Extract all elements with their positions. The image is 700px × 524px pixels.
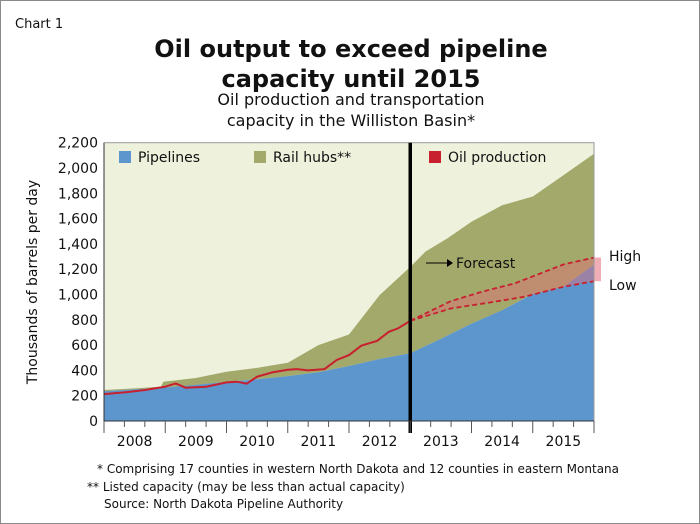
x-tick-label: 2010: [239, 434, 275, 450]
forecast-high-line: [409, 256, 595, 322]
chart-title-line1: Oil output to exceed pipeline: [154, 35, 547, 63]
low-label: Low: [609, 278, 637, 294]
legend-swatch: [254, 151, 266, 163]
rail-hubs-area: [104, 153, 594, 392]
legend-label: Oil production: [448, 150, 546, 166]
forecast-arrowhead-icon: [447, 259, 453, 267]
legend-swatch: [119, 151, 131, 163]
legend-label: Pipelines: [138, 150, 200, 166]
plot-area: Forecast High Low: [103, 142, 641, 433]
y-tick-label: 0: [89, 414, 98, 430]
forecast-label: Forecast: [456, 256, 516, 272]
y-tick-label: 2,000: [58, 161, 98, 177]
y-tick-label: 2,200: [58, 136, 98, 152]
legend-swatch: [429, 151, 441, 163]
chart-title-line2: capacity until 2015: [222, 65, 481, 93]
legend-label: Rail hubs**: [273, 150, 351, 166]
x-tick-label: 2013: [423, 434, 459, 450]
y-tick-label: 200: [71, 389, 98, 405]
x-tick-label: 2014: [484, 434, 520, 450]
x-tick-label: 2011: [301, 434, 337, 450]
forecast-band-end: [594, 257, 601, 282]
y-tick-label: 1,600: [58, 212, 98, 228]
y-tick-label: 400: [71, 363, 98, 379]
y-tick-label: 1,200: [58, 262, 98, 278]
y-tick-label: 800: [71, 313, 98, 329]
forecast-band: [410, 257, 594, 321]
oil-production-line: [103, 319, 411, 396]
y-tick-label: 1,000: [58, 288, 98, 304]
axes: 0 200 400 600 800 1,000 1,200 1,400 1,600 1,800 2,…: [58, 136, 595, 450]
forecast-low-line: [410, 280, 595, 322]
footnote-1: * Comprising 17 counties in western Nort…: [97, 462, 619, 476]
high-label: High: [609, 249, 641, 265]
x-tick-label: 2008: [117, 434, 153, 450]
chart-subtitle-line2: capacity in the Williston Basin*: [227, 111, 475, 130]
y-tick-label: 600: [71, 338, 98, 354]
x-tick-label: 2012: [362, 434, 398, 450]
footnote-2: ** Listed capacity (may be less than act…: [87, 480, 405, 494]
y-tick-label: 1,800: [58, 186, 98, 202]
y-tick-label: 1,400: [58, 237, 98, 253]
x-tick-label: 2009: [178, 434, 214, 450]
y-axis-title: Thousands of barrels per day: [25, 180, 41, 385]
chart-label: Chart 1: [15, 17, 63, 32]
footnote-source: Source: North Dakota Pipeline Authority: [104, 497, 343, 511]
x-tick-label: 2015: [546, 434, 582, 450]
legend: Pipelines Rail hubs** Oil production: [119, 150, 546, 166]
chart-subtitle-line1: Oil production and transportation: [217, 90, 484, 109]
